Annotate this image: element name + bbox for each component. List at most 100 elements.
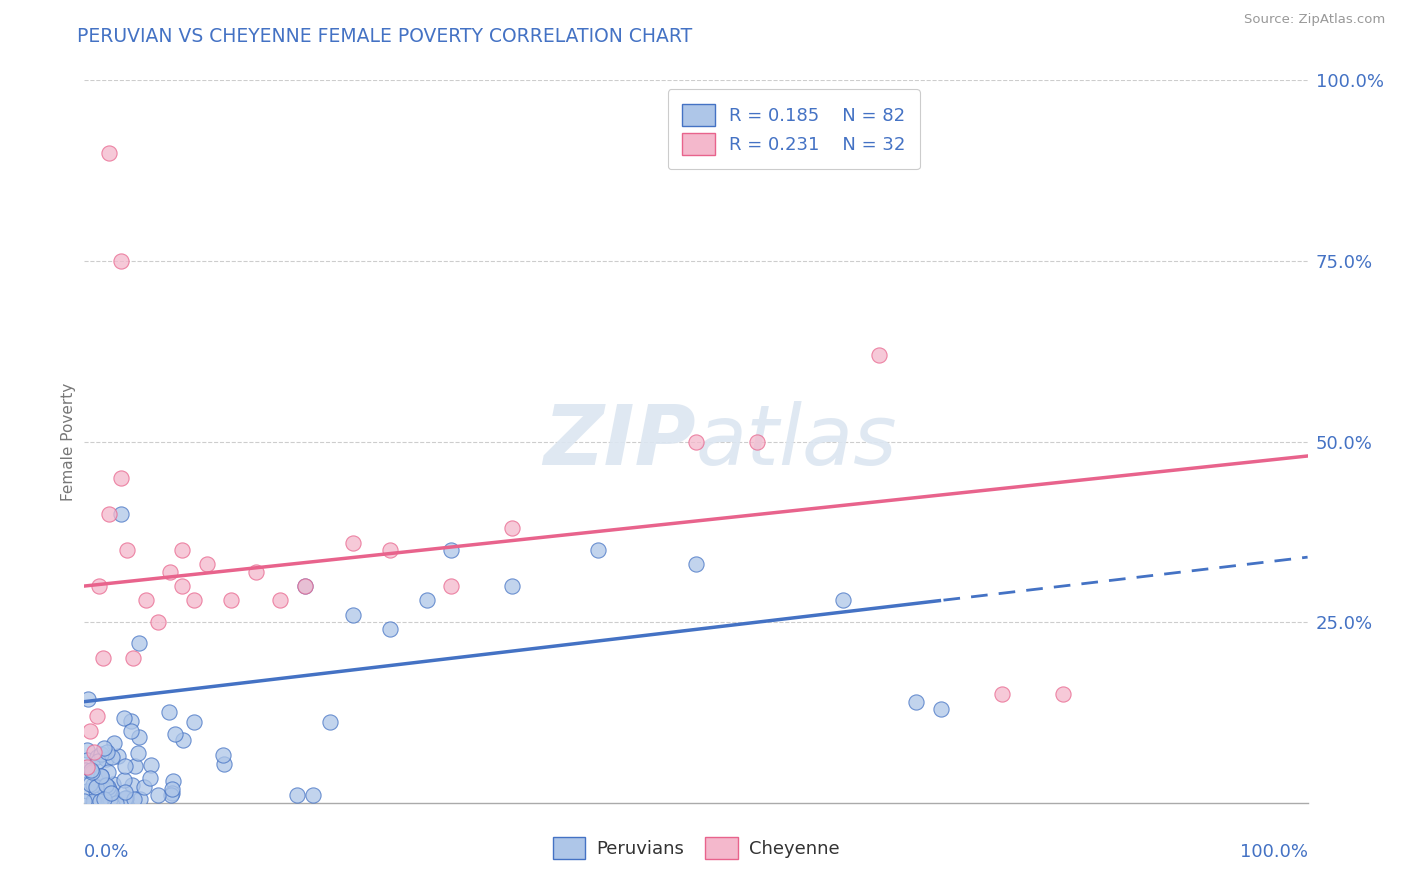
Point [84,780,107,794]
Point [160,781,183,796]
Point [172,732,194,747]
Text: ZIP: ZIP [543,401,696,482]
Point [440,542,463,557]
Point [285,788,308,802]
Point [162,787,184,801]
Point [162,774,184,789]
Point [127,746,149,760]
Point [747,434,769,449]
Point [90,769,112,783]
Point [586,542,609,557]
Text: PERUVIAN VS CHEYENNE FEMALE POVERTY CORRELATION CHART: PERUVIAN VS CHEYENNE FEMALE POVERTY CORR… [77,27,693,45]
Point [73,794,96,808]
Point [128,635,150,649]
Point [76,760,98,774]
Point [98,791,121,805]
Point [91,779,114,793]
Point [301,788,323,802]
Point [148,788,170,802]
Point [159,565,181,579]
Point [114,791,136,805]
Point [115,542,138,557]
Y-axis label: Female Poverty: Female Poverty [60,383,76,500]
Point [93,792,115,806]
Point [869,348,891,362]
Point [97,507,120,521]
Point [157,705,180,719]
Point [1052,687,1074,701]
Point [380,542,402,557]
Point [114,785,136,799]
Legend: Peruvians, Cheyenne: Peruvians, Cheyenne [546,830,846,866]
Point [245,565,267,579]
Point [110,470,132,484]
Point [139,771,162,785]
Point [342,607,364,622]
Point [929,702,952,716]
Point [84,784,107,798]
Point [82,794,104,808]
Point [90,747,112,762]
Point [100,786,122,800]
Point [685,434,707,449]
Point [83,745,105,759]
Text: Source: ZipAtlas.com: Source: ZipAtlas.com [1244,13,1385,27]
Point [101,776,124,790]
Point [96,752,118,766]
Point [112,711,135,725]
Point [79,723,101,738]
Point [97,780,120,794]
Point [342,535,364,549]
Point [502,579,524,593]
Point [98,783,121,797]
Point [76,753,98,767]
Point [104,796,127,810]
Point [440,579,463,593]
Text: 100.0%: 100.0% [1240,843,1308,861]
Point [831,593,853,607]
Point [112,773,135,788]
Point [128,730,150,744]
Point [77,691,100,706]
Point [211,748,233,763]
Point [319,714,342,729]
Point [905,695,928,709]
Point [97,145,120,160]
Point [195,558,218,572]
Point [86,709,108,723]
Text: 0.0%: 0.0% [84,843,129,861]
Point [90,769,112,783]
Point [294,579,316,593]
Point [165,727,187,741]
Point [98,785,121,799]
Point [80,764,103,779]
Point [107,749,129,764]
Point [160,789,183,803]
Point [80,763,103,777]
Point [100,749,122,764]
Point [96,778,118,792]
Point [183,714,205,729]
Point [294,579,316,593]
Point [96,764,118,779]
Point [991,687,1014,701]
Point [129,791,152,805]
Point [75,764,97,778]
Point [416,593,439,607]
Point [87,579,110,593]
Point [114,758,136,772]
Point [103,735,125,749]
Point [120,724,142,739]
Point [110,253,132,268]
Point [132,780,155,795]
Point [76,742,98,756]
Point [96,745,118,759]
Point [135,593,157,607]
Point [82,778,104,792]
Point [87,755,110,769]
Point [122,791,145,805]
Point [89,794,111,808]
Point [685,558,707,572]
Point [183,593,205,607]
Point [124,759,146,773]
